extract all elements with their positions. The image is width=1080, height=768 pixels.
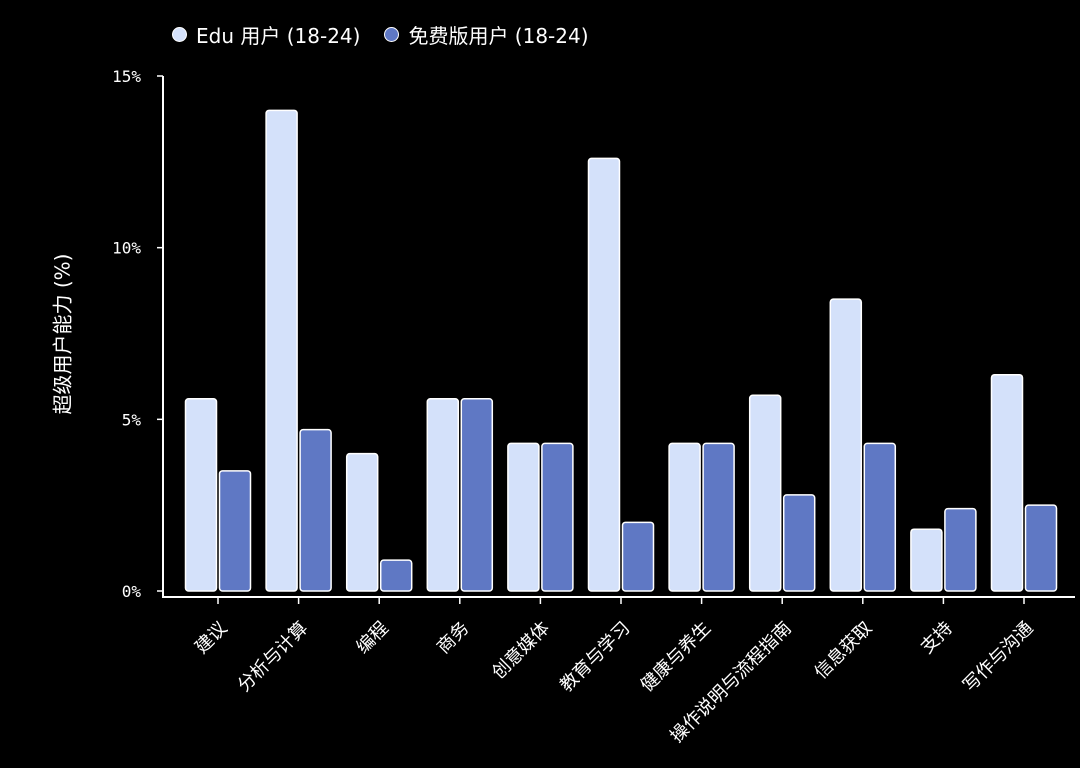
legend-item-free: 免费版用户 (18-24) <box>384 20 589 49</box>
x-tick-label: 编程 <box>352 618 392 658</box>
y-tick-label: 5% <box>122 410 142 429</box>
x-tick-label: 教育与学习 <box>556 618 634 696</box>
bar-free <box>218 470 252 592</box>
bar-free <box>379 559 413 592</box>
y-tick-label: 10% <box>112 239 141 258</box>
x-tick-label: 信息获取 <box>811 618 877 684</box>
bar-edu <box>990 373 1024 592</box>
bar-edu <box>910 528 943 592</box>
bar-edu <box>184 397 218 592</box>
y-tick-label: 0% <box>122 582 142 601</box>
bar-free <box>782 494 816 592</box>
legend-marker-edu <box>172 26 187 42</box>
x-tick-label: 支持 <box>917 618 957 658</box>
bar-free <box>944 507 977 592</box>
legend-item-edu: Edu 用户 (18-24) <box>172 20 360 49</box>
legend: Edu 用户 (18-24) 免费版用户 (18-24) <box>172 20 613 48</box>
bar-free <box>702 442 735 592</box>
bar-edu <box>345 452 379 592</box>
x-tick-label: 分析与计算 <box>234 618 312 696</box>
bar-free <box>1024 504 1058 592</box>
bar-free <box>299 428 332 592</box>
bar-edu <box>507 442 540 592</box>
bar-free <box>621 521 655 592</box>
bar-edu <box>668 442 701 592</box>
x-tick-label: 写作与沟通 <box>959 618 1037 696</box>
bar-edu <box>265 109 298 592</box>
legend-label-edu: Edu 用户 (18-24) <box>196 23 361 48</box>
bar-edu <box>587 157 621 592</box>
legend-label-free: 免费版用户 (18-24) <box>408 23 589 48</box>
bar-edu <box>829 298 863 592</box>
bar-edu <box>748 394 782 592</box>
bar-free <box>460 397 494 592</box>
bar-edu <box>426 397 460 592</box>
x-tick-label: 创意媒体 <box>488 618 554 684</box>
x-tick-label: 商务 <box>433 618 473 658</box>
bar-free <box>541 442 574 592</box>
legend-marker-free <box>384 26 400 42</box>
x-tick-label: 健康与养生 <box>637 618 715 696</box>
bar-free <box>863 442 897 592</box>
y-tick-label: 15% <box>112 67 141 86</box>
x-tick-label: 建议 <box>191 618 231 658</box>
